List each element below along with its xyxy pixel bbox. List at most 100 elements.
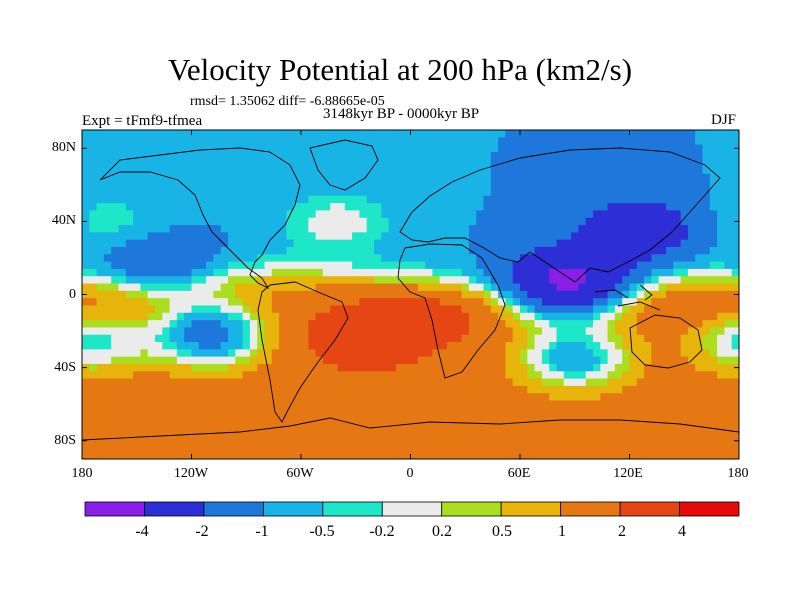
field-cell bbox=[279, 400, 287, 409]
field-cell bbox=[118, 305, 127, 314]
field-cell bbox=[680, 254, 689, 263]
field-cell bbox=[724, 349, 733, 358]
field-cell bbox=[447, 232, 455, 241]
field-cell bbox=[366, 217, 375, 226]
field-cell bbox=[410, 334, 419, 343]
field-cell bbox=[563, 254, 572, 263]
field-cell bbox=[666, 415, 674, 424]
field-cell bbox=[505, 312, 514, 321]
lon-tick-label: 120E bbox=[613, 466, 643, 481]
field-cell bbox=[410, 312, 419, 321]
field-cell bbox=[593, 327, 601, 336]
field-cell bbox=[724, 407, 733, 416]
field-cell bbox=[403, 130, 412, 138]
field-cell bbox=[447, 151, 455, 160]
field-cell bbox=[425, 312, 433, 321]
field-cell bbox=[520, 144, 528, 153]
field-cell bbox=[614, 130, 623, 138]
field-cell bbox=[724, 305, 733, 314]
field-cell bbox=[571, 334, 579, 343]
field-cell bbox=[308, 203, 317, 212]
field-cell bbox=[607, 415, 616, 424]
field-cell bbox=[680, 320, 689, 328]
field-cell bbox=[607, 232, 616, 241]
field-cell bbox=[651, 349, 660, 358]
field-cell bbox=[242, 378, 251, 387]
field-cell bbox=[82, 173, 90, 182]
field-cell bbox=[527, 298, 536, 307]
field-cell bbox=[140, 239, 149, 248]
field-cell bbox=[264, 444, 273, 453]
field-cell bbox=[702, 246, 711, 255]
field-cell bbox=[432, 385, 441, 394]
field-cell bbox=[563, 393, 572, 402]
field-cell bbox=[293, 327, 302, 336]
field-cell bbox=[279, 305, 287, 314]
field-cell bbox=[629, 312, 638, 321]
field-cell bbox=[140, 385, 149, 394]
field-cell bbox=[563, 320, 572, 328]
field-cell bbox=[629, 363, 638, 372]
field-cell bbox=[468, 144, 477, 153]
field-cell bbox=[249, 246, 258, 255]
field-cell bbox=[666, 166, 674, 175]
field-cell bbox=[731, 342, 739, 350]
field-cell bbox=[527, 261, 536, 270]
field-cell bbox=[410, 356, 419, 365]
field-cell bbox=[512, 261, 521, 270]
field-cell bbox=[366, 342, 375, 350]
field-cell bbox=[556, 298, 565, 307]
field-cell bbox=[483, 173, 492, 182]
field-cell bbox=[461, 151, 470, 160]
field-cell bbox=[206, 276, 214, 285]
field-cell bbox=[658, 203, 667, 212]
field-cell bbox=[447, 400, 455, 409]
field-cell bbox=[111, 444, 120, 453]
field-cell bbox=[176, 137, 185, 146]
field-cell bbox=[395, 290, 404, 299]
field-cell bbox=[242, 385, 251, 394]
field-cell bbox=[563, 130, 572, 138]
field-cell bbox=[155, 232, 163, 241]
field-cell bbox=[162, 437, 171, 445]
field-cell bbox=[563, 378, 572, 387]
field-cell bbox=[249, 181, 258, 190]
field-cell bbox=[483, 144, 492, 153]
field-cell bbox=[673, 217, 682, 226]
field-cell bbox=[155, 422, 163, 431]
field-cell bbox=[279, 298, 287, 307]
field-cell bbox=[184, 203, 193, 212]
field-cell bbox=[709, 444, 718, 453]
field-cell bbox=[578, 385, 587, 394]
field-cell bbox=[512, 195, 521, 204]
field-cell bbox=[271, 261, 280, 270]
field-cell bbox=[315, 400, 324, 409]
field-cell bbox=[352, 225, 360, 233]
field-cell bbox=[279, 444, 287, 453]
field-cell bbox=[658, 334, 667, 343]
field-cell bbox=[614, 363, 623, 372]
field-cell bbox=[286, 305, 295, 314]
field-cell bbox=[541, 385, 550, 394]
field-cell bbox=[636, 363, 645, 372]
field-cell bbox=[366, 371, 375, 380]
field-cell bbox=[702, 363, 711, 372]
field-cell bbox=[198, 320, 207, 328]
field-cell bbox=[702, 283, 711, 292]
field-cell bbox=[228, 305, 236, 314]
field-cell bbox=[322, 444, 331, 453]
field-cell bbox=[125, 261, 134, 270]
field-cell bbox=[498, 144, 506, 153]
field-cell bbox=[425, 342, 433, 350]
field-cell bbox=[155, 334, 163, 343]
field-cell bbox=[534, 159, 543, 168]
field-cell bbox=[520, 393, 528, 402]
field-cell bbox=[228, 232, 236, 241]
field-cell bbox=[301, 276, 309, 285]
field-cell bbox=[271, 166, 280, 175]
field-cell bbox=[359, 371, 368, 380]
field-cell bbox=[425, 415, 433, 424]
field-cell bbox=[301, 137, 309, 146]
field-cell bbox=[731, 400, 739, 409]
field-cell bbox=[673, 159, 682, 168]
